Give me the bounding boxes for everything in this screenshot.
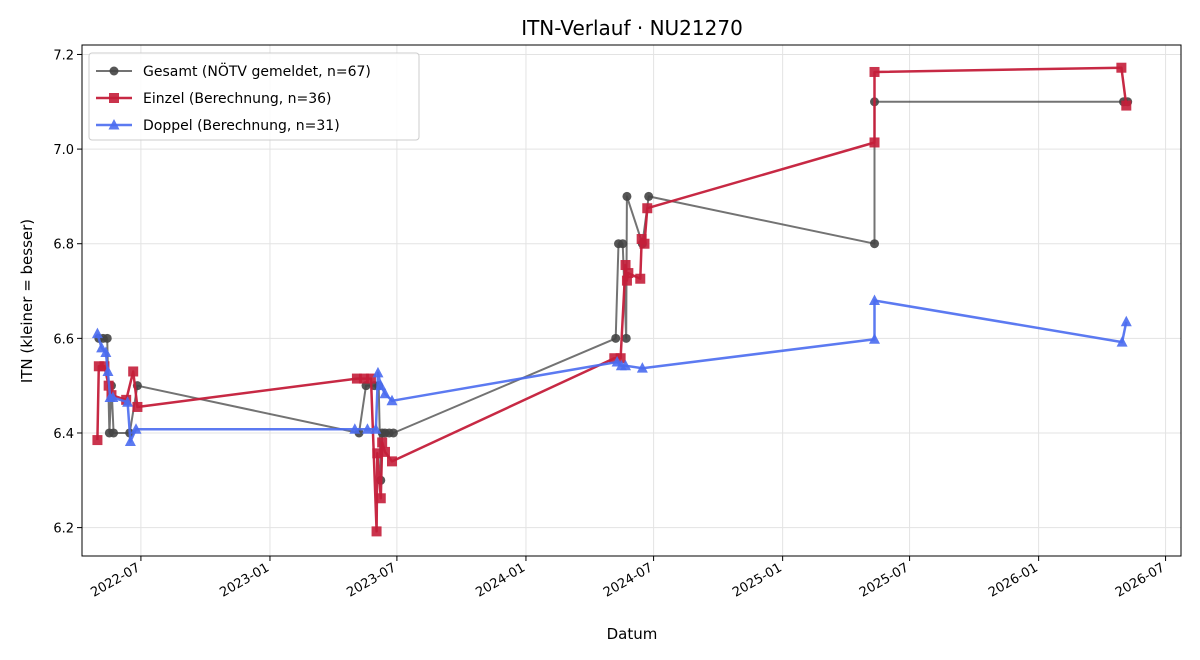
legend-item: Einzel (Berechnung, n=36) — [96, 91, 332, 107]
data-point — [386, 394, 398, 406]
data-point — [102, 365, 114, 376]
x-tick-label: 2025-01 — [730, 560, 785, 600]
x-tick-label: 2022-07 — [88, 560, 143, 600]
y-tick-label: 7.2 — [53, 48, 74, 63]
x-tick-label: 2024-07 — [601, 560, 656, 600]
data-point — [639, 238, 650, 249]
x-tick-label: 2024-01 — [473, 560, 528, 600]
data-point — [358, 373, 369, 384]
data-point — [372, 366, 384, 378]
data-point — [869, 66, 880, 77]
data-point — [869, 333, 881, 344]
data-point — [102, 333, 112, 343]
data-point — [642, 203, 653, 214]
data-point — [122, 396, 134, 407]
data-point — [609, 353, 620, 364]
legend-item: Doppel (Berechnung, n=31) — [96, 118, 340, 134]
data-point — [379, 387, 391, 399]
data-point — [620, 260, 631, 271]
data-point — [109, 428, 119, 438]
plot-border — [81, 44, 1182, 557]
data-point — [621, 275, 632, 286]
series-layer — [91, 62, 1133, 537]
data-point — [1116, 336, 1128, 347]
x-axis-ticks: 2022-07 2023-01 2023-07 2024-01 2024-07 2025-… — [88, 556, 1168, 601]
data-point — [379, 446, 390, 457]
data-point — [386, 456, 397, 467]
data-point — [128, 366, 139, 377]
data-point — [869, 294, 881, 305]
x-tick-label: 2025-07 — [857, 560, 912, 600]
x-axis-label: Datum — [607, 625, 658, 643]
data-point — [622, 191, 632, 201]
data-point — [644, 191, 654, 201]
y-axis-label: ITN (kleiner = besser) — [18, 219, 36, 383]
data-point — [869, 137, 880, 148]
data-point — [618, 239, 628, 249]
y-axis-ticks: 6.2 6.4 6.6 6.8 7.0 7.2 — [53, 48, 82, 537]
y-tick-label: 7.0 — [53, 143, 74, 158]
data-point — [1121, 100, 1132, 111]
legend-label: Doppel (Berechnung, n=31) — [143, 118, 340, 134]
data-point — [1120, 315, 1132, 327]
data-point — [375, 493, 386, 504]
legend-box — [88, 52, 420, 141]
x-tick-label: 2026-07 — [1113, 560, 1168, 600]
data-point — [620, 359, 632, 371]
data-point — [365, 373, 376, 384]
legend-label: Gesamt (NÖTV gemeldet, n=67) — [143, 62, 371, 80]
legend: Gesamt (NÖTV gemeldet, n=67) Einzel (Bere… — [88, 52, 420, 141]
data-point — [124, 435, 136, 446]
series-2 — [91, 294, 1132, 446]
data-point — [370, 423, 382, 434]
x-tick-label: 2023-01 — [217, 560, 272, 600]
data-point — [99, 361, 110, 372]
data-point — [870, 239, 880, 249]
y-tick-label: 6.2 — [53, 522, 74, 537]
data-point — [361, 423, 373, 434]
data-point — [636, 362, 648, 373]
data-point — [621, 333, 631, 343]
data-point — [349, 423, 361, 434]
x-tick-label: 2023-07 — [344, 560, 399, 600]
x-tick-label: 2026-01 — [986, 560, 1041, 600]
legend-marker — [109, 93, 119, 103]
data-point — [91, 327, 103, 339]
data-point — [107, 391, 119, 402]
data-point — [1116, 62, 1127, 73]
data-point — [92, 435, 103, 446]
y-tick-label: 6.6 — [53, 332, 74, 347]
data-point — [375, 379, 387, 391]
data-point — [372, 448, 383, 459]
data-point — [623, 268, 634, 279]
data-point — [388, 428, 398, 438]
data-point — [611, 333, 621, 343]
data-point — [132, 401, 143, 412]
data-point — [371, 526, 382, 537]
legend-item: Gesamt (NÖTV gemeldet, n=67) — [96, 62, 371, 80]
data-point — [351, 373, 362, 384]
legend-marker — [109, 66, 119, 76]
chart-title: ITN-Verlauf · NU21270 — [521, 16, 743, 40]
legend-marker — [108, 119, 120, 130]
y-tick-label: 6.4 — [53, 427, 74, 442]
data-point — [635, 273, 646, 284]
data-point — [615, 353, 626, 364]
data-point — [377, 437, 388, 448]
data-point — [130, 423, 142, 434]
legend-label: Einzel (Berechnung, n=36) — [143, 91, 332, 107]
data-point — [100, 346, 112, 358]
data-point — [93, 361, 104, 372]
y-tick-label: 6.8 — [53, 238, 74, 253]
